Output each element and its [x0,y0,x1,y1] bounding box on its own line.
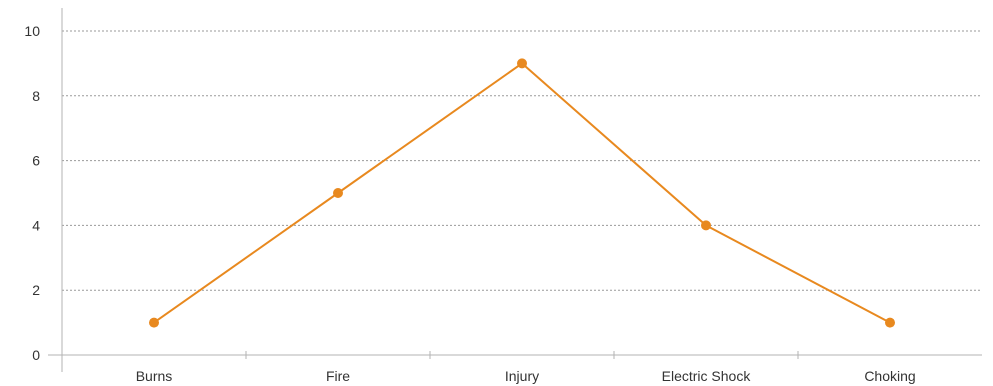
x-tick-label-choking: Choking [864,368,915,384]
tick-labels: 0 2 4 6 8 10 Burns Fire Injury Electric Shock Chok… [24,23,915,384]
data-point-choking [885,317,895,328]
x-tick-label-electric-shock: Electric Shock [662,368,752,384]
data-point-electric-shock [701,220,711,231]
x-tick-label-burns: Burns [136,368,173,384]
y-tick-label-4: 4 [32,217,40,233]
y-tick-label-6: 6 [32,153,40,169]
gridlines [62,30,982,291]
data-point-injury [517,58,527,69]
axes [48,8,982,372]
y-tick-label-8: 8 [32,88,40,104]
data-point-burns [149,317,159,328]
data-point-fire [333,188,343,198]
x-tick-label-injury: Injury [505,368,539,384]
y-tick-label-0: 0 [32,347,40,363]
series-line-0 [153,62,891,324]
x-tick-label-fire: Fire [326,368,350,384]
y-tick-label-2: 2 [32,282,40,298]
series [149,58,895,328]
y-tick-label-10: 10 [24,23,40,39]
